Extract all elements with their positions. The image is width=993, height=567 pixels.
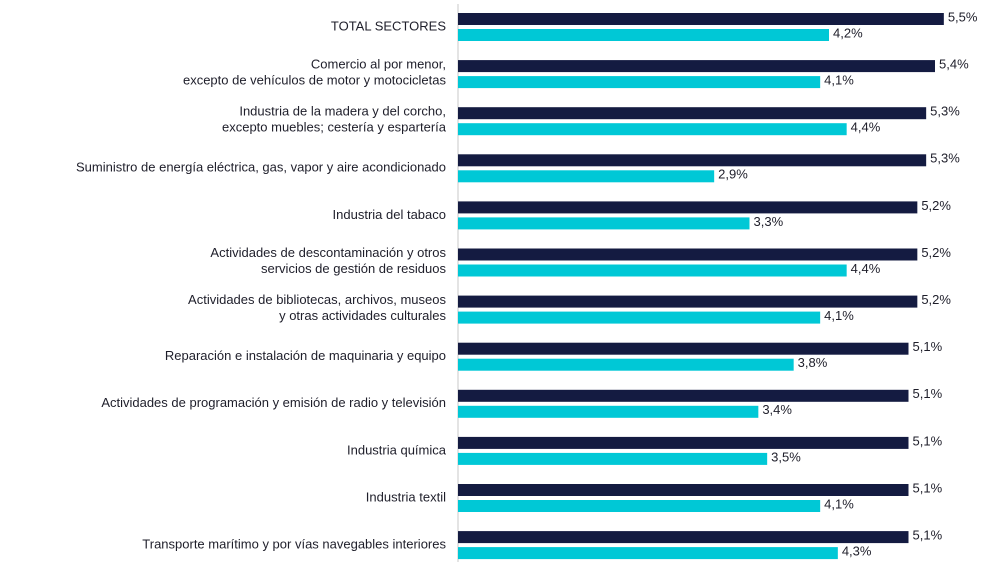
value-label: 5,3% bbox=[930, 151, 960, 166]
value-label: 5,2% bbox=[921, 245, 951, 260]
value-label: 5,2% bbox=[921, 292, 951, 307]
bar bbox=[458, 311, 821, 324]
value-label: 5,4% bbox=[939, 57, 969, 72]
value-label: 5,2% bbox=[921, 198, 951, 213]
category-label: Industria textil bbox=[366, 489, 446, 504]
bar bbox=[458, 500, 821, 512]
bar bbox=[458, 76, 821, 89]
bar bbox=[458, 170, 715, 183]
value-label: 5,5% bbox=[948, 9, 978, 24]
bar bbox=[458, 13, 944, 25]
value-label: 4,1% bbox=[824, 73, 854, 88]
category-label: Actividades de descontaminación y otros bbox=[210, 245, 446, 260]
bar bbox=[458, 547, 838, 560]
category-label: Industria de la madera y del corcho, bbox=[239, 104, 446, 119]
bar bbox=[458, 405, 759, 418]
value-label: 4,1% bbox=[824, 496, 854, 511]
bar bbox=[458, 60, 935, 73]
category-label: Actividades de bibliotecas, archivos, mu… bbox=[188, 292, 446, 307]
value-label: 5,1% bbox=[913, 433, 943, 448]
value-label: 5,3% bbox=[930, 104, 960, 119]
value-label: 2,9% bbox=[718, 167, 748, 182]
value-label: 3,8% bbox=[798, 355, 828, 370]
bar bbox=[458, 264, 847, 277]
category-label: Industria del tabaco bbox=[333, 207, 446, 222]
category-label: servicios de gestión de residuos bbox=[261, 261, 446, 276]
bar bbox=[458, 248, 918, 261]
value-label: 4,1% bbox=[824, 308, 854, 323]
category-label: Reparación e instalación de maquinaria y… bbox=[165, 348, 446, 363]
value-label: 5,1% bbox=[913, 386, 943, 401]
value-label: 3,5% bbox=[771, 449, 801, 464]
bar bbox=[458, 389, 909, 402]
bar bbox=[458, 295, 918, 308]
value-label: 5,1% bbox=[913, 528, 943, 543]
bar bbox=[458, 358, 794, 371]
category-label: Suministro de energía eléctrica, gas, va… bbox=[76, 160, 446, 175]
bar bbox=[458, 342, 909, 355]
value-label: 5,1% bbox=[913, 480, 943, 495]
value-label: 4,4% bbox=[851, 120, 881, 135]
category-label: Comercio al por menor, bbox=[311, 57, 446, 72]
value-label: 4,3% bbox=[842, 544, 872, 559]
category-label: Industria química bbox=[347, 442, 447, 457]
bar bbox=[458, 154, 927, 167]
category-label: excepto muebles; cestería y espartería bbox=[222, 120, 447, 135]
category-label: y otras actividades culturales bbox=[279, 308, 446, 323]
bar bbox=[458, 484, 909, 496]
bar bbox=[458, 123, 847, 136]
category-label: TOTAL SECTORES bbox=[331, 18, 446, 33]
value-label: 4,4% bbox=[851, 261, 881, 276]
category-label: Transporte marítimo y por vías navegable… bbox=[142, 537, 446, 552]
bar bbox=[458, 452, 768, 465]
value-label: 4,2% bbox=[833, 25, 863, 40]
bar bbox=[458, 531, 909, 544]
value-label: 3,3% bbox=[754, 214, 784, 229]
bar bbox=[458, 436, 909, 449]
bar bbox=[458, 201, 918, 214]
bar bbox=[458, 107, 927, 120]
bar bbox=[458, 217, 750, 230]
category-label: excepto de vehículos de motor y motocicl… bbox=[183, 73, 447, 88]
value-label: 3,4% bbox=[762, 402, 792, 417]
bar bbox=[458, 29, 829, 41]
category-label: Actividades de programación y emisión de… bbox=[101, 395, 446, 410]
value-label: 5,1% bbox=[913, 339, 943, 354]
